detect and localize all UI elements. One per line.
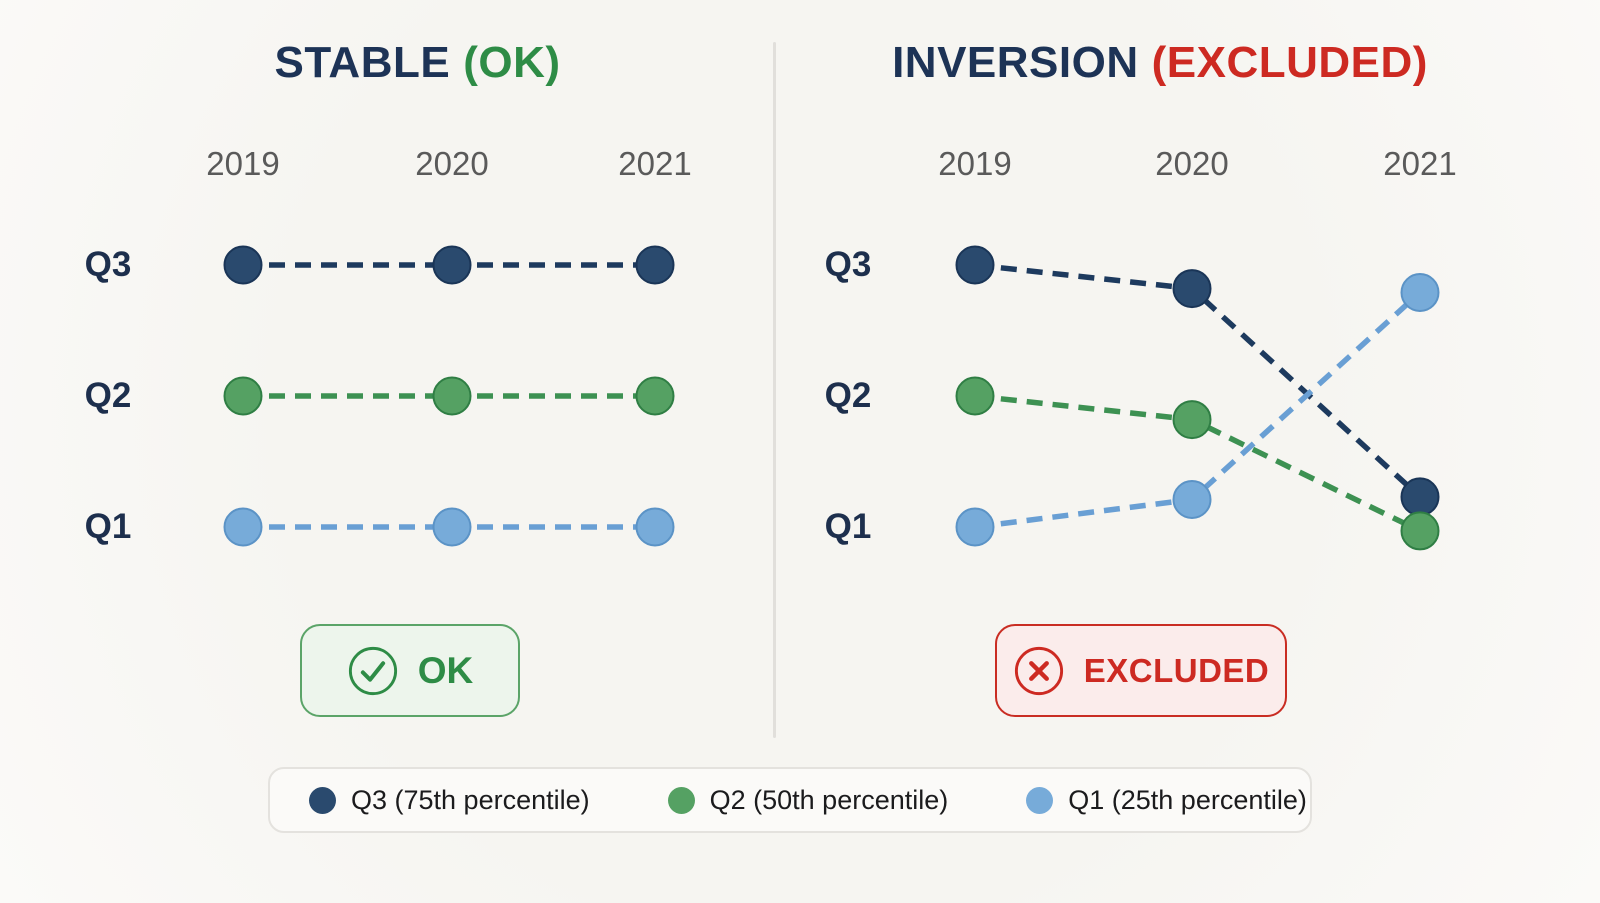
- inversion-panel-title: INVERSION (EXCLUDED): [745, 38, 1575, 88]
- legend-item-q3: Q3 (75th percentile): [309, 785, 590, 816]
- legend-item-q2: Q2 (50th percentile): [667, 784, 949, 816]
- excluded-badge: EXCLUDED: [995, 624, 1287, 717]
- stable-q2-dot: [635, 376, 675, 416]
- inversion-q1-dot: [955, 507, 995, 547]
- inversion-q2-dot: [1172, 400, 1212, 440]
- q2-legend-label: Q2 (50th percentile): [709, 784, 949, 815]
- stable-year-label: 2019: [206, 145, 280, 182]
- check-circle-icon: [348, 646, 397, 695]
- stable-q1-dot: [432, 507, 472, 547]
- inversion-q2-dot: [955, 376, 995, 416]
- stable-panel-title: STABLE (OK): [30, 38, 805, 88]
- stable-q2-dot: [432, 376, 472, 416]
- inversion-year-label: 2021: [1383, 145, 1457, 182]
- inversion-title-status: (EXCLUDED): [1151, 38, 1428, 87]
- stable-q1-dot: [223, 507, 263, 547]
- q1-legend-dot: [1026, 786, 1054, 814]
- stable-q3-dot: [223, 245, 263, 285]
- stable-q3-dot: [432, 245, 472, 285]
- stable-q1-dot: [635, 507, 675, 547]
- stable-row-label-q2: Q2: [84, 376, 132, 415]
- q2-legend-dot: [667, 786, 695, 814]
- inversion-q1-dot: [1400, 273, 1440, 313]
- inversion-q1-dot: [1172, 479, 1212, 519]
- inversion-year-label: 2019: [938, 145, 1012, 182]
- q1-legend-label: Q1 (25th percentile): [1068, 784, 1307, 815]
- stable-row-label-q3: Q3: [84, 245, 132, 284]
- ok-badge-label: OK: [417, 649, 474, 691]
- stable-row-label-q1: Q1: [84, 507, 132, 546]
- inversion-q3-dot: [955, 245, 995, 285]
- inversion-q2-dot: [1400, 511, 1440, 551]
- stable-title-status: (OK): [463, 38, 561, 87]
- q3-legend-dot: [309, 786, 336, 814]
- stable-q2-dot: [223, 376, 263, 416]
- stable-title-text: STABLE: [274, 38, 451, 87]
- legend: Q3 (75th percentile) Q2 (50th percentile…: [268, 767, 1312, 833]
- ok-badge: OK: [300, 624, 520, 717]
- inversion-row-label-q1: Q1: [824, 507, 872, 546]
- x-circle-icon: [1014, 646, 1063, 695]
- inversion-year-label: 2020: [1155, 145, 1229, 182]
- inversion-row-label-q2: Q2: [824, 376, 872, 415]
- legend-item-q1: Q1 (25th percentile): [1026, 785, 1307, 816]
- stable-q3-dot: [635, 245, 675, 285]
- excluded-badge-label: EXCLUDED: [1083, 651, 1270, 689]
- stable-year-label: 2021: [618, 145, 692, 182]
- q3-legend-label: Q3 (75th percentile): [351, 784, 590, 815]
- inversion-row-label-q3: Q3: [824, 245, 872, 284]
- inversion-q3-dot: [1172, 269, 1212, 309]
- inversion-title-text: INVERSION: [892, 38, 1139, 87]
- panel-divider: [773, 42, 776, 738]
- stable-year-label: 2020: [415, 145, 489, 182]
